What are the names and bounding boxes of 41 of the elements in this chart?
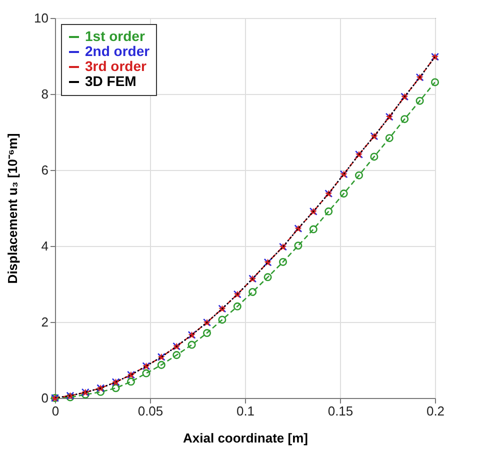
legend-label: 2nd order [85,43,150,59]
y-tick-label: 2 [41,314,48,330]
point [264,273,272,282]
point [112,384,120,392]
point [340,190,348,198]
point [157,360,166,369]
point [126,378,136,386]
point [233,302,242,310]
y-tick-label: 8 [41,86,48,102]
point [294,242,302,250]
y-tick-label: 4 [41,238,48,254]
point [324,207,333,216]
x-tick-label: 0.15 [328,404,354,418]
y-tick-label: 0 [41,390,48,406]
point [202,329,212,338]
legend-label: 3rd order [85,58,148,74]
legend-label: 3D FEM [85,73,136,89]
point [385,134,394,142]
point [278,258,288,266]
legend-label: 1st order [85,28,146,44]
point [309,225,318,234]
point [354,171,364,180]
point [96,388,105,396]
x-axis-title: Axial coordinate [m] [183,430,308,446]
point [430,78,440,86]
point [142,369,150,378]
y-tick-label: 10 [34,10,48,26]
point [218,316,226,324]
point [81,390,90,399]
point [172,351,181,360]
x-tick-label: 0 [52,404,60,418]
y-tick-label: 6 [41,162,48,178]
point [370,152,378,161]
point [248,288,257,296]
x-tick-label: 0.05 [138,404,164,418]
point [416,96,424,105]
point [188,340,196,349]
x-tick-label: 0.2 [426,404,445,418]
point [400,115,409,124]
x-tick-label: 0.1 [236,404,255,418]
y-axis-title: Displacement u₃ [10⁻⁶m] [5,133,20,284]
